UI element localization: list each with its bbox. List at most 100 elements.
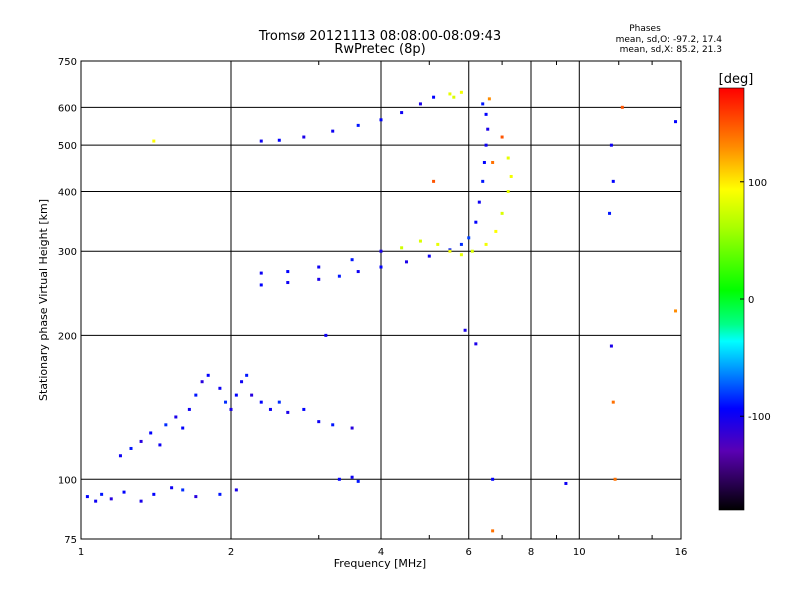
colorbar-tick-label: 0	[748, 295, 754, 306]
colorbar-tick-label: 100	[748, 178, 767, 189]
phase-stats-x: mean, sd,X: 85.2, 21.3	[620, 45, 722, 55]
data-point	[400, 111, 404, 115]
y-axis-ticks: 75 100 200 300 400 500 600 750	[58, 57, 77, 546]
data-point	[152, 139, 156, 143]
data-point	[448, 92, 452, 96]
data-point	[317, 265, 321, 269]
data-point	[404, 260, 408, 264]
data-point	[500, 211, 504, 215]
y-tick-label: 750	[58, 57, 77, 68]
data-point	[350, 258, 354, 262]
data-point	[467, 236, 471, 240]
colorbar-label: [deg]	[719, 72, 754, 87]
data-point	[286, 270, 290, 274]
data-point	[187, 407, 191, 411]
data-point	[152, 492, 156, 496]
y-tick-label: 500	[58, 141, 77, 152]
data-point	[491, 477, 495, 481]
data-point	[486, 127, 490, 131]
data-point	[484, 112, 488, 116]
data-point	[448, 249, 452, 253]
data-point	[109, 497, 113, 501]
data-point	[268, 407, 272, 411]
data-point	[470, 249, 474, 253]
data-point	[356, 123, 360, 127]
y-axis-label: Stationary phase Virtual Height [km]	[37, 199, 50, 401]
data-point	[324, 333, 328, 337]
y-tick-label: 600	[58, 103, 77, 114]
x-tick-label: 1	[78, 547, 84, 558]
colorbar-ticks: 100 0 -100	[740, 178, 771, 423]
data-point	[432, 179, 436, 183]
data-point	[286, 281, 290, 285]
data-point	[509, 174, 513, 178]
data-point	[463, 328, 467, 332]
data-point	[609, 143, 613, 147]
data-point	[436, 242, 440, 246]
x-tick-label: 8	[528, 547, 534, 558]
data-point	[491, 529, 495, 533]
data-point	[94, 499, 98, 503]
data-point	[459, 253, 463, 257]
x-tick-label: 10	[573, 547, 586, 558]
data-point	[400, 246, 404, 250]
data-point	[224, 400, 228, 404]
data-point	[459, 90, 463, 94]
data-point	[379, 118, 383, 122]
x-axis-label: Frequency [MHz]	[334, 557, 426, 570]
data-point	[118, 454, 122, 458]
data-point	[259, 400, 263, 404]
data-point	[100, 492, 104, 496]
data-point	[259, 139, 263, 143]
data-point	[200, 380, 204, 384]
data-point	[234, 488, 238, 492]
data-point	[506, 189, 510, 193]
x-tick-label: 2	[228, 547, 234, 558]
data-point	[302, 407, 306, 411]
data-point	[286, 410, 290, 414]
data-point	[170, 486, 174, 490]
data-point	[564, 481, 568, 485]
plot-frame	[80, 60, 682, 540]
data-point	[418, 102, 422, 106]
y-tick-label: 200	[58, 331, 77, 342]
data-point	[139, 499, 143, 503]
data-point	[500, 135, 504, 139]
data-point	[350, 426, 354, 430]
grid-lines	[81, 61, 681, 539]
data-point	[218, 386, 222, 390]
data-point	[234, 393, 238, 397]
data-point	[85, 495, 89, 499]
data-point	[674, 120, 678, 124]
data-point	[181, 426, 185, 430]
data-point	[474, 342, 478, 346]
data-points	[85, 90, 678, 533]
chart-title: Tromsø 20121113 08:08:00-08:09:43	[258, 29, 501, 44]
data-point	[317, 277, 321, 281]
data-point	[611, 179, 615, 183]
data-point	[206, 373, 210, 377]
data-point	[317, 420, 321, 424]
data-point	[356, 479, 360, 483]
data-point	[337, 477, 341, 481]
data-point	[129, 446, 133, 450]
data-point	[611, 400, 615, 404]
data-point	[506, 156, 510, 160]
data-point	[427, 254, 431, 258]
data-point	[158, 443, 162, 447]
data-point	[379, 265, 383, 269]
data-point	[608, 211, 612, 215]
data-point	[194, 495, 198, 499]
data-point	[331, 129, 335, 133]
data-point	[484, 143, 488, 147]
data-point	[481, 102, 485, 106]
data-point	[452, 95, 456, 99]
data-point	[482, 160, 486, 164]
data-point	[122, 490, 126, 494]
x-tick-label: 4	[378, 547, 384, 558]
phases-heading: Phases	[629, 24, 661, 34]
data-point	[356, 270, 360, 274]
data-point	[181, 488, 185, 492]
data-point	[418, 239, 422, 243]
